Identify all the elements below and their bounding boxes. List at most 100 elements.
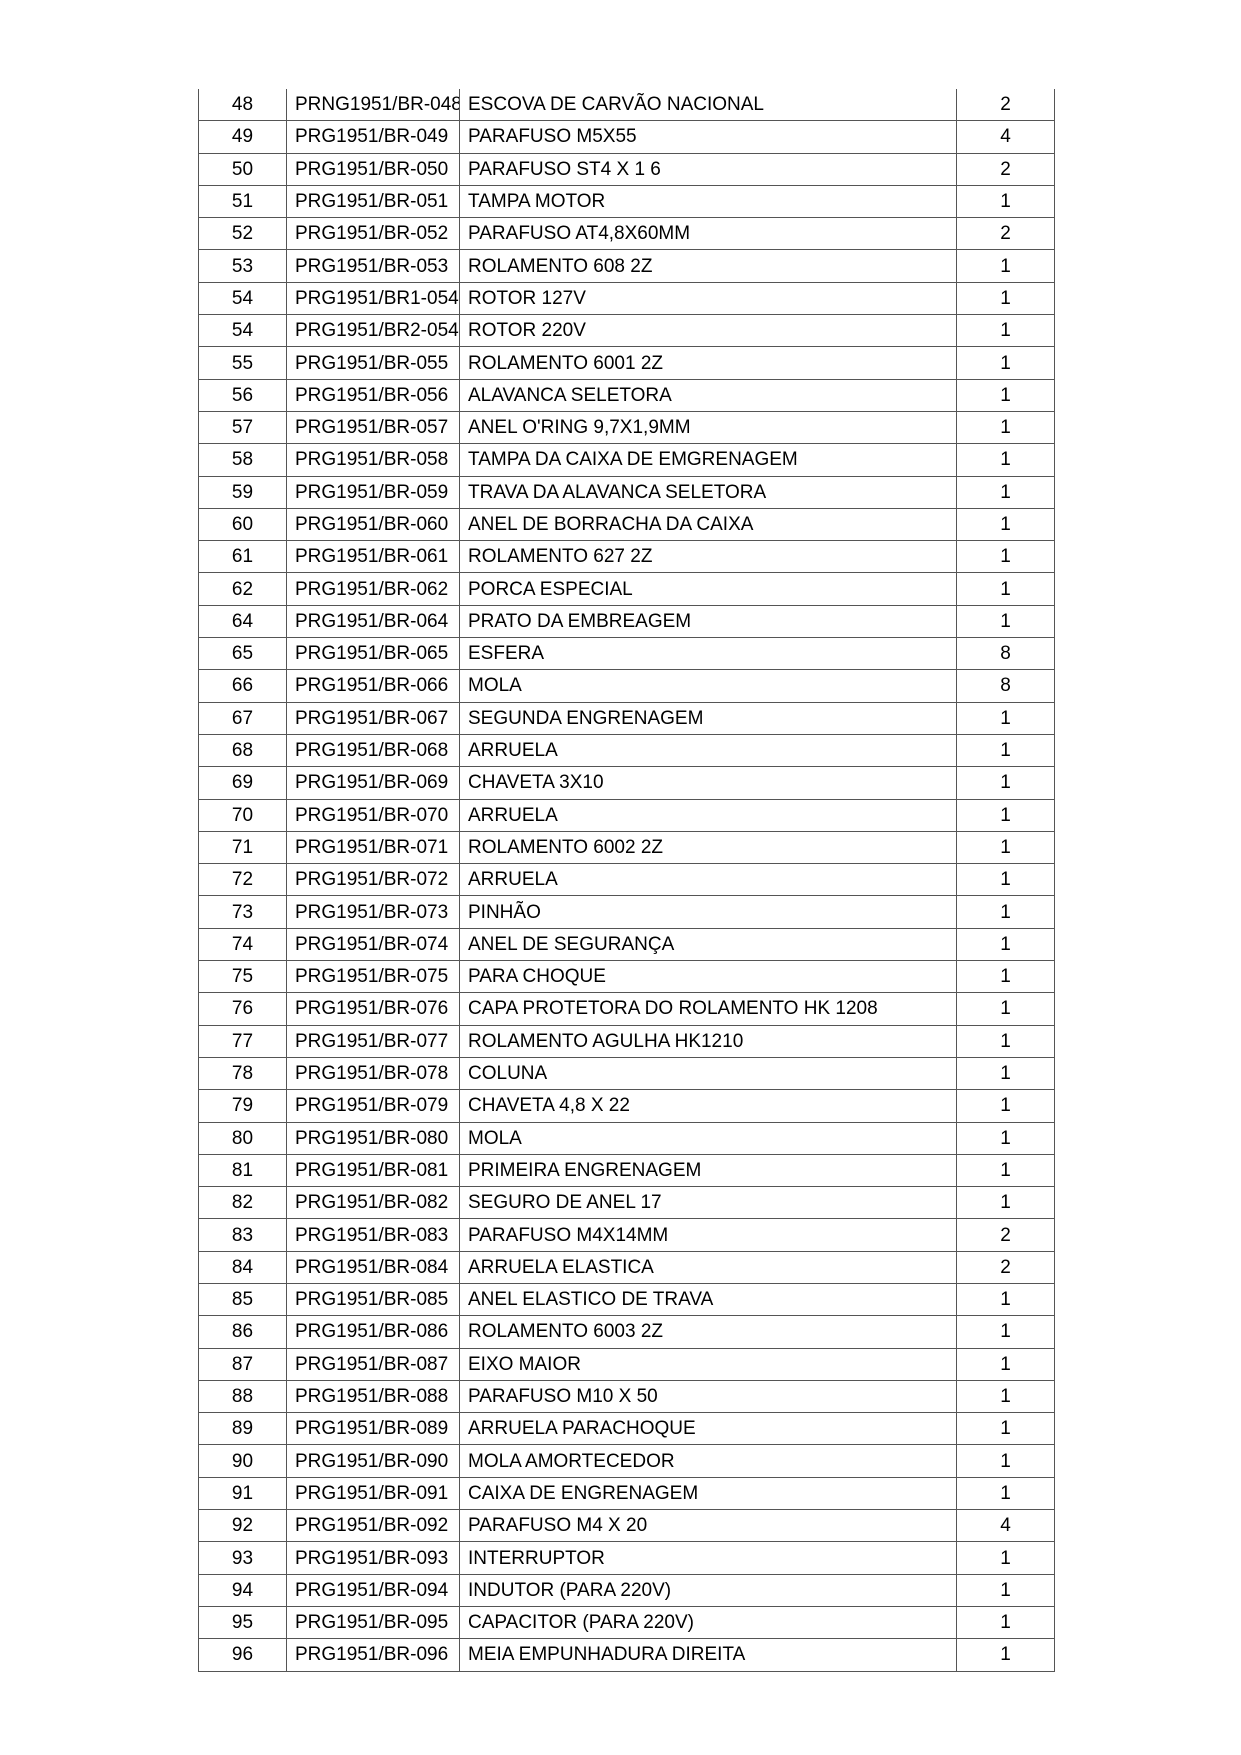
item-number: 86 (198, 1315, 287, 1349)
part-code: PRG1951/BR-089 (286, 1412, 460, 1446)
item-number: 54 (198, 314, 287, 348)
part-description: PARA CHOQUE (459, 960, 957, 994)
table-row: 74 PRG1951/BR-074 ANEL DE SEGURANÇA 1 (198, 928, 1055, 962)
part-description: TRAVA DA ALAVANCA SELETORA (459, 476, 957, 509)
part-code: PRG1951/BR-096 (286, 1638, 460, 1672)
part-code: PRG1951/BR-068 (286, 734, 460, 768)
part-description: ARRUELA (459, 734, 957, 768)
part-code: PRG1951/BR-067 (286, 702, 460, 735)
part-description: PARAFUSO M4X14MM (459, 1218, 957, 1252)
part-description: ANEL DE SEGURANÇA (459, 928, 957, 962)
table-row: 56 PRG1951/BR-056 ALAVANCA SELETORA 1 (198, 379, 1055, 412)
quantity: 2 (956, 153, 1055, 186)
item-number: 52 (198, 217, 287, 251)
part-code: PRG1951/BR-095 (286, 1606, 460, 1640)
part-code: PRG1951/BR-055 (286, 346, 460, 380)
table-row: 91 PRG1951/BR-091 CAIXA DE ENGRENAGEM 1 (198, 1477, 1055, 1511)
quantity: 1 (956, 379, 1055, 412)
table-row: 66 PRG1951/BR-066 MOLA 8 (198, 669, 1055, 703)
part-code: PRG1951/BR-050 (286, 153, 460, 186)
quantity: 2 (956, 1218, 1055, 1252)
quantity: 1 (956, 799, 1055, 832)
part-description: ROLAMENTO 6001 2Z (459, 346, 957, 380)
table-row: 48 PRNG1951/BR-048 ESCOVA DE CARVÃO NACION… (198, 89, 1055, 122)
part-description: ARRUELA PARACHOQUE (459, 1412, 957, 1446)
part-description: CAPACITOR (PARA 220V) (459, 1606, 957, 1640)
table-row: 49 PRG1951/BR-049 PARAFUSO M5X55 4 (198, 120, 1055, 154)
part-code: PRG1951/BR-074 (286, 928, 460, 962)
part-description: ROLAMENTO 608 2Z (459, 249, 957, 283)
table-row: 73 PRG1951/BR-073 PINHÃO 1 (198, 895, 1055, 929)
item-number: 81 (198, 1154, 287, 1188)
item-number: 68 (198, 734, 287, 768)
item-number: 82 (198, 1186, 287, 1220)
table-row: 65 PRG1951/BR-065 ESFERA 8 (198, 637, 1055, 671)
part-code: PRG1951/BR-065 (286, 637, 460, 671)
item-number: 90 (198, 1444, 287, 1478)
part-code: PRG1951/BR-091 (286, 1477, 460, 1511)
part-code: PRG1951/BR-066 (286, 669, 460, 703)
part-description: ANEL ELASTICO DE TRAVA (459, 1283, 957, 1317)
part-code: PRG1951/BR-053 (286, 249, 460, 283)
quantity: 1 (956, 1315, 1055, 1349)
part-description: PARAFUSO AT4,8X60MM (459, 217, 957, 251)
part-description: PARAFUSO M5X55 (459, 120, 957, 154)
quantity: 1 (956, 1186, 1055, 1220)
table-row: 79 PRG1951/BR-079 CHAVETA 4,8 X 22 1 (198, 1089, 1055, 1123)
item-number: 64 (198, 605, 287, 639)
item-number: 72 (198, 863, 287, 897)
table-row: 57 PRG1951/BR-057 ANEL O'RING 9,7X1,9MM 1 (198, 411, 1055, 445)
part-code: PRG1951/BR-062 (286, 572, 460, 606)
table-row: 86 PRG1951/BR-086 ROLAMENTO 6003 2Z 1 (198, 1315, 1055, 1349)
part-description: INDUTOR (PARA 220V) (459, 1574, 957, 1607)
part-description: MOLA AMORTECEDOR (459, 1444, 957, 1478)
item-number: 69 (198, 766, 287, 800)
item-number: 84 (198, 1251, 287, 1284)
item-number: 95 (198, 1606, 287, 1640)
part-code: PRG1951/BR-084 (286, 1251, 460, 1284)
part-description: TAMPA DA CAIXA DE EMGRENAGEM (459, 443, 957, 477)
part-description: MOLA (459, 1122, 957, 1155)
item-number: 80 (198, 1122, 287, 1155)
part-description: ROLAMENTO AGULHA HK1210 (459, 1025, 957, 1058)
part-code: PRG1951/BR-082 (286, 1186, 460, 1220)
part-description: CHAVETA 3X10 (459, 766, 957, 800)
part-description: ESCOVA DE CARVÃO NACIONAL (459, 89, 957, 122)
item-number: 57 (198, 411, 287, 445)
part-code: PRG1951/BR-072 (286, 863, 460, 897)
part-description: ANEL O'RING 9,7X1,9MM (459, 411, 957, 445)
part-code: PRG1951/BR-075 (286, 960, 460, 994)
item-number: 77 (198, 1025, 287, 1058)
part-code: PRG1951/BR2-054 (286, 314, 460, 348)
part-description: CAIXA DE ENGRENAGEM (459, 1477, 957, 1511)
quantity: 1 (956, 1380, 1055, 1414)
part-code: PRG1951/BR-073 (286, 895, 460, 929)
item-number: 50 (198, 153, 287, 186)
quantity: 2 (956, 89, 1055, 122)
part-code: PRG1951/BR-081 (286, 1154, 460, 1188)
table-row: 61 PRG1951/BR-061 ROLAMENTO 627 2Z 1 (198, 540, 1055, 574)
item-number: 89 (198, 1412, 287, 1446)
table-row: 70 PRG1951/BR-070 ARRUELA 1 (198, 799, 1055, 832)
table-row: 52 PRG1951/BR-052 PARAFUSO AT4,8X60MM 2 (198, 217, 1055, 251)
quantity: 1 (956, 895, 1055, 929)
part-description: ANEL DE BORRACHA DA CAIXA (459, 508, 957, 542)
table-row: 93 PRG1951/BR-093 INTERRUPTOR 1 (198, 1541, 1055, 1575)
quantity: 1 (956, 411, 1055, 445)
table-row: 94 PRG1951/BR-094 INDUTOR (PARA 220V) 1 (198, 1574, 1055, 1607)
table-row: 62 PRG1951/BR-062 PORCA ESPECIAL 1 (198, 572, 1055, 606)
item-number: 62 (198, 572, 287, 606)
part-description: SEGUNDA ENGRENAGEM (459, 702, 957, 735)
item-number: 55 (198, 346, 287, 380)
item-number: 88 (198, 1380, 287, 1414)
part-description: PINHÃO (459, 895, 957, 929)
quantity: 1 (956, 572, 1055, 606)
quantity: 1 (956, 1283, 1055, 1317)
table-row: 84 PRG1951/BR-084 ARRUELA ELASTICA 2 (198, 1251, 1055, 1284)
table-row: 54 PRG1951/BR2-054 ROTOR 220V 1 (198, 314, 1055, 348)
quantity: 1 (956, 1412, 1055, 1446)
quantity: 1 (956, 831, 1055, 865)
part-code: PRG1951/BR-085 (286, 1283, 460, 1317)
part-description: MOLA (459, 669, 957, 703)
